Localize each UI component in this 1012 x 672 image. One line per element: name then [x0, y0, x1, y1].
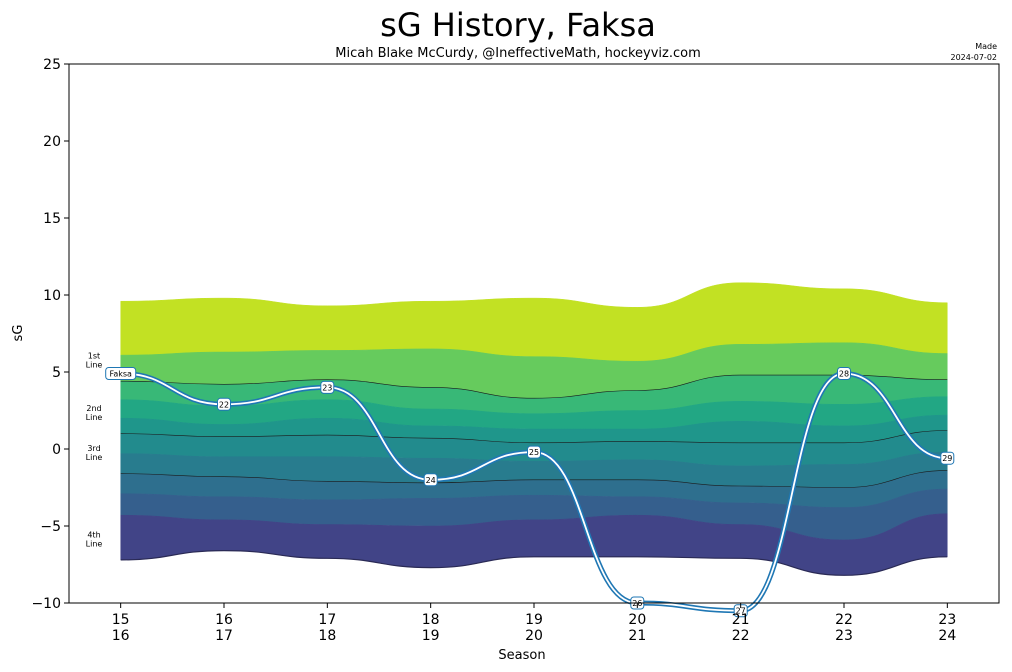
tier-label-line2: Line	[86, 413, 103, 422]
boundary-layer	[120, 374, 948, 576]
chart-subtitle: Micah Blake McCurdy, @IneffectiveMath, h…	[335, 46, 701, 61]
y-tick-label: 0	[52, 442, 61, 458]
x-tick-label-top: 15	[112, 612, 130, 628]
x-tick-label-bottom: 24	[938, 628, 956, 644]
x-tick-label-top: 18	[422, 612, 440, 628]
x-tick-label-bottom: 19	[422, 628, 440, 644]
chart-title: sG History, Faksa	[380, 6, 656, 44]
y-tick-label: 10	[43, 288, 61, 304]
faksa-point-3: 24	[423, 473, 438, 487]
x-tick-label-bottom: 18	[318, 628, 336, 644]
made-date: 2024-07-02	[951, 53, 998, 62]
y-axis-label: sG	[11, 325, 26, 342]
point-label: 23	[322, 383, 332, 392]
point-label: 28	[839, 370, 849, 379]
tier-label-line2: Line	[86, 539, 103, 548]
point-label: 22	[219, 400, 229, 409]
faksa-point-2: 23	[320, 380, 335, 394]
x-tick-label-top: 19	[525, 612, 543, 628]
band-layer	[120, 282, 948, 576]
faksa-line-inner	[120, 372, 948, 612]
x-axis-label: Season	[498, 648, 545, 663]
point-label: Faksa	[109, 370, 132, 379]
x-tick-label-bottom: 16	[112, 628, 130, 644]
faksa-point-8: 29	[940, 451, 955, 465]
boundary-2nd-3rd	[120, 430, 948, 444]
y-tick-label: 25	[43, 57, 61, 73]
x-tick-label-top: 17	[318, 612, 336, 628]
faksa-point-7: 28	[837, 367, 851, 380]
faksa-point-4: 25	[527, 445, 541, 459]
x-tick-label-bottom: 23	[835, 628, 853, 644]
x-tick-label-bottom: 21	[628, 628, 646, 644]
point-label-box	[837, 367, 851, 380]
x-tick-label-bottom: 17	[215, 628, 233, 644]
boundary-1st-2nd	[120, 374, 948, 399]
tier-label-line2: Line	[86, 453, 103, 462]
tier-label-line1: 3rd	[87, 444, 100, 453]
point-label-box	[320, 380, 335, 394]
y-tick-label: −5	[40, 519, 61, 535]
tier-label-line1: 4th	[87, 530, 100, 539]
point-label-box	[105, 367, 137, 380]
point-label-box	[423, 473, 438, 487]
point-label-box	[527, 445, 541, 459]
point-label: 24	[426, 476, 436, 485]
point-label: 27	[736, 607, 746, 616]
tier-label-line1: 2nd	[86, 404, 101, 413]
x-tick-label-bottom: 22	[732, 628, 750, 644]
y-tick-label: 5	[52, 365, 61, 381]
faksa-point-0: Faksa	[105, 367, 137, 380]
faksa-point-1: 22	[217, 397, 231, 411]
y-tick-label: −10	[31, 596, 61, 612]
point-label: 29	[942, 454, 952, 463]
point-label-box	[217, 397, 231, 411]
point-label-box	[940, 451, 955, 465]
point-label: 25	[529, 448, 539, 457]
y-tick-label: 15	[43, 211, 61, 227]
x-tick-label-top: 16	[215, 612, 233, 628]
band-floor-line	[120, 549, 948, 576]
x-tick-label-top: 20	[628, 612, 646, 628]
made-label: Made	[975, 42, 997, 51]
tier-label-line1: 1st	[88, 352, 100, 361]
y-axis: −10 −5 0 5 10 15 20 25	[31, 57, 69, 612]
x-tick-label-top: 23	[938, 612, 956, 628]
x-tick-label-top: 22	[835, 612, 853, 628]
y-tick-label: 20	[43, 134, 61, 150]
tier-label-line2: Line	[86, 361, 103, 370]
x-tick-label-top: 21	[732, 612, 750, 628]
boundary-3rd-4th	[120, 470, 948, 488]
x-tick-label-bottom: 20	[525, 628, 543, 644]
